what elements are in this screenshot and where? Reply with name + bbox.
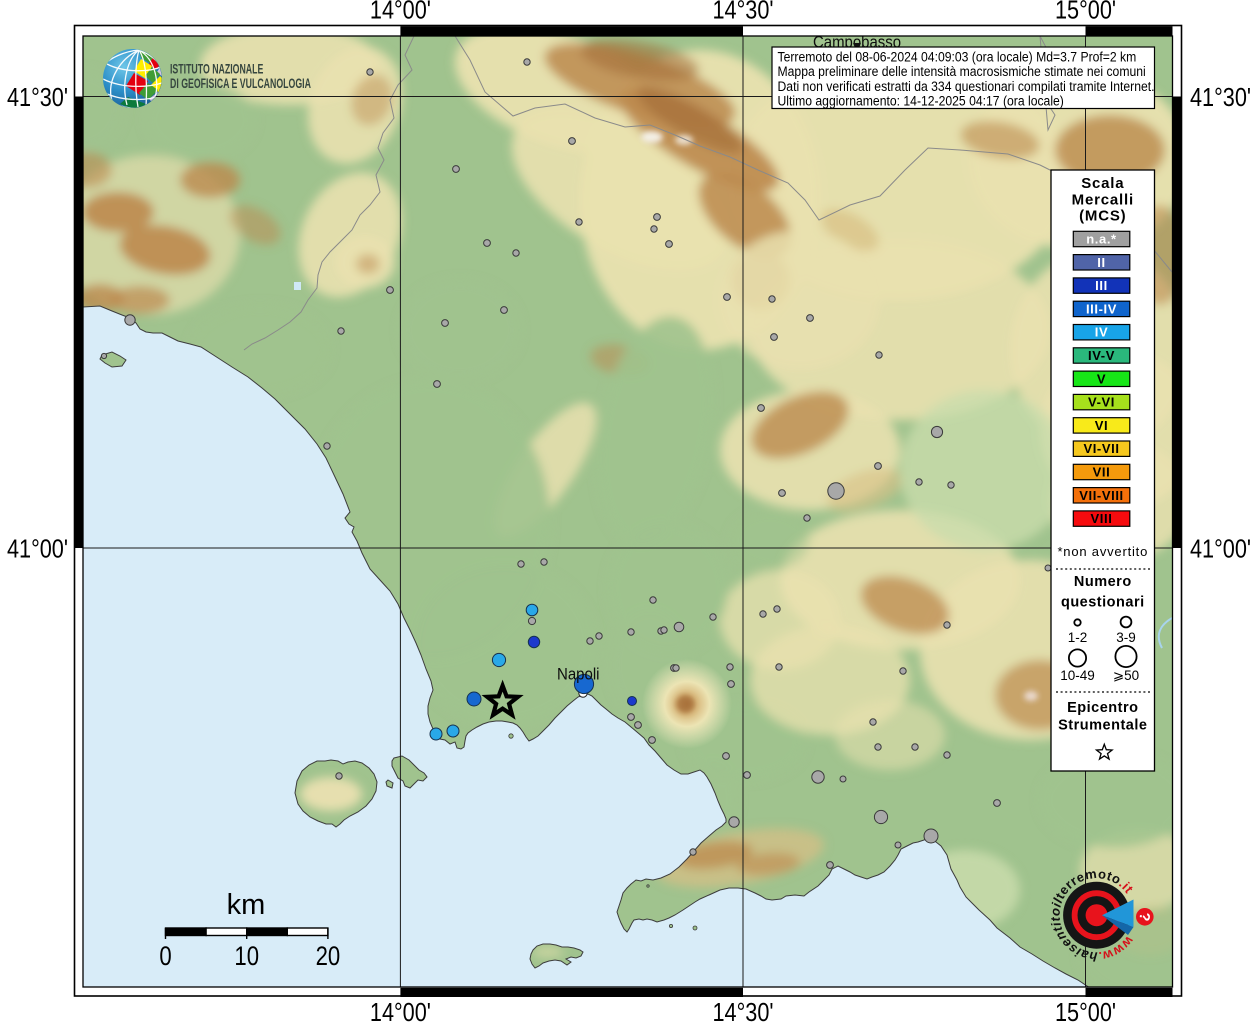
- svg-text:41°30': 41°30': [1190, 84, 1251, 112]
- svg-text:Terremoto del 08-06-2024 04:09: Terremoto del 08-06-2024 04:09:03 (ora l…: [778, 49, 1137, 65]
- svg-text:1-2: 1-2: [1068, 630, 1088, 645]
- svg-text:41°00': 41°00': [1190, 536, 1251, 564]
- svg-text:14°30': 14°30': [712, 999, 773, 1024]
- svg-text:VIII: VIII: [1091, 511, 1113, 526]
- svg-text:IV-V: IV-V: [1088, 348, 1115, 363]
- svg-text:V-VI: V-VI: [1088, 395, 1115, 410]
- svg-text:VII: VII: [1093, 465, 1111, 480]
- svg-text:41°30': 41°30': [7, 84, 68, 112]
- svg-text:10-49: 10-49: [1060, 668, 1095, 683]
- svg-text:14°00': 14°00': [370, 999, 431, 1024]
- svg-text:20: 20: [316, 942, 341, 972]
- svg-text:Strumentale: Strumentale: [1058, 718, 1147, 734]
- svg-text:⩾50: ⩾50: [1113, 668, 1139, 683]
- svg-text:II: II: [1097, 255, 1105, 270]
- svg-text:41°00': 41°00': [7, 536, 68, 564]
- svg-text:VI-VII: VI-VII: [1083, 441, 1119, 456]
- svg-text:*non avvertito: *non avvertito: [1057, 544, 1148, 559]
- svg-text:Mappa preliminare delle intens: Mappa preliminare delle intensità macros…: [778, 63, 1146, 79]
- svg-text:km: km: [227, 889, 266, 921]
- svg-text:15°00': 15°00': [1055, 0, 1116, 25]
- svg-text:?: ?: [1135, 912, 1152, 922]
- svg-text:0: 0: [159, 942, 171, 972]
- svg-text:IV: IV: [1095, 325, 1108, 340]
- svg-text:n.a.*: n.a.*: [1086, 232, 1117, 247]
- svg-text:Napoli: Napoli: [557, 666, 600, 684]
- svg-text:Scala: Scala: [1081, 175, 1124, 192]
- svg-text:Epicentro: Epicentro: [1067, 700, 1138, 716]
- svg-text:14°00': 14°00': [370, 0, 431, 25]
- svg-text:10: 10: [234, 942, 259, 972]
- svg-text:Mercalli: Mercalli: [1072, 192, 1134, 209]
- svg-text:Numero: Numero: [1074, 574, 1132, 590]
- svg-text:(MCS): (MCS): [1079, 208, 1126, 225]
- svg-text:VII-VIII: VII-VIII: [1079, 488, 1124, 503]
- svg-text:Dati non verificati estratti d: Dati non verificati estratti da 334 ques…: [778, 78, 1155, 94]
- svg-text:14°30': 14°30': [712, 0, 773, 25]
- svg-text:ISTITUTO NAZIONALE: ISTITUTO NAZIONALE: [170, 63, 264, 77]
- svg-text:Ultimo aggiornamento: 14-12-20: Ultimo aggiornamento: 14-12-2025 04:17 (…: [778, 93, 1064, 109]
- svg-text:VI: VI: [1095, 418, 1108, 433]
- svg-text:V: V: [1097, 371, 1106, 386]
- svg-text:III-IV: III-IV: [1086, 301, 1117, 316]
- svg-text:III: III: [1095, 278, 1108, 293]
- svg-text:DI GEOFISICA E VULCANOLOGIA: DI GEOFISICA E VULCANOLOGIA: [170, 77, 311, 91]
- svg-text:3-9: 3-9: [1116, 630, 1136, 645]
- svg-text:15°00': 15°00': [1055, 999, 1116, 1024]
- svg-text:questionari: questionari: [1061, 595, 1145, 611]
